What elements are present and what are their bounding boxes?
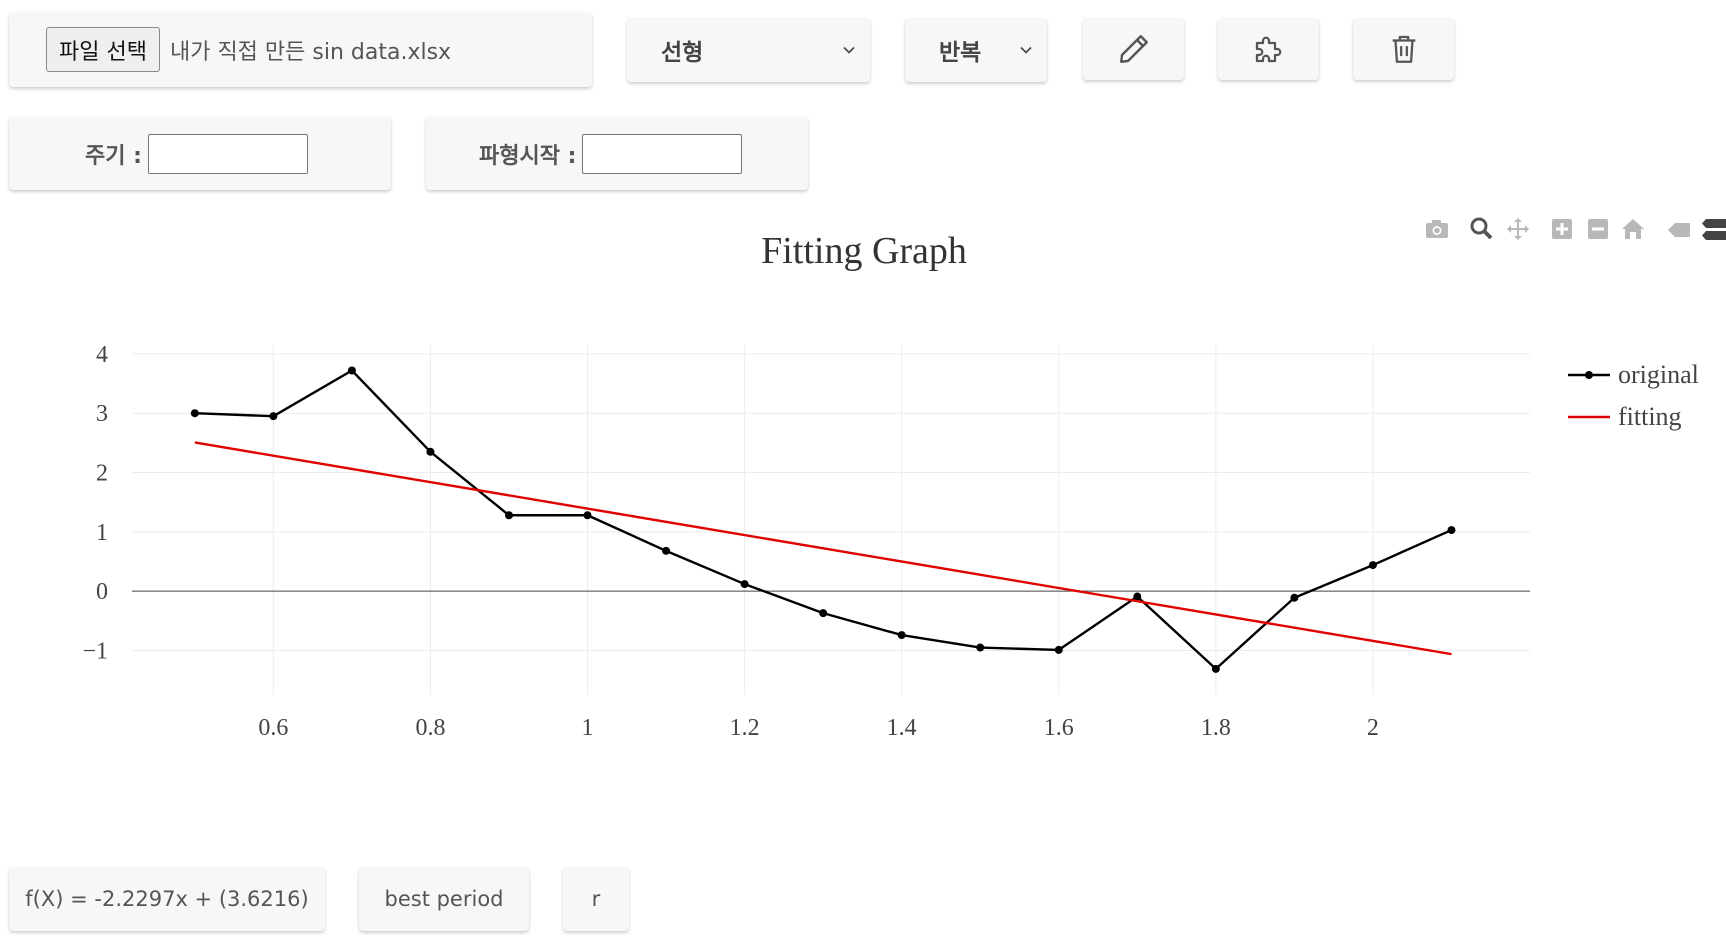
x-tick-label: 0.8 bbox=[415, 715, 445, 741]
period-label: 주기 : bbox=[85, 143, 142, 169]
chart-ticks: 0.6 0.8 1 1.2 1.4 1.6 1.8 2 −1 0 1 2 3 4 bbox=[82, 342, 1378, 741]
puzzle-icon bbox=[1255, 36, 1281, 63]
original-point bbox=[819, 609, 828, 618]
y-tick-label: 0 bbox=[96, 579, 108, 605]
fit-type-select[interactable]: 선형 bbox=[627, 18, 870, 82]
legend-label-fitting: fitting bbox=[1618, 402, 1682, 431]
original-point bbox=[347, 366, 356, 375]
original-point bbox=[1290, 593, 1299, 602]
original-point bbox=[504, 511, 513, 520]
fit-mode-select[interactable]: 반복 bbox=[905, 18, 1047, 82]
edit-button[interactable] bbox=[1083, 18, 1184, 80]
original-point bbox=[1368, 561, 1377, 570]
x-tick-label: 2 bbox=[1367, 715, 1379, 741]
chevron-down-icon bbox=[1020, 46, 1032, 54]
original-point bbox=[976, 643, 985, 652]
chart-legend: original fitting bbox=[1568, 360, 1699, 431]
original-point bbox=[1133, 592, 1142, 601]
x-tick-label: 1.6 bbox=[1044, 715, 1074, 741]
y-tick-label: 3 bbox=[96, 401, 108, 427]
original-point bbox=[662, 546, 671, 555]
pan-icon[interactable] bbox=[1507, 218, 1529, 240]
y-tick-label: 2 bbox=[96, 461, 108, 487]
fit-mode-value: 반복 bbox=[939, 40, 982, 66]
formula-text: f(X) = -2.2297x + (3.6216) bbox=[25, 887, 309, 911]
original-point bbox=[583, 511, 592, 520]
chevron-down-icon bbox=[843, 46, 855, 54]
x-tick-label: 1 bbox=[582, 715, 594, 741]
plugin-button[interactable] bbox=[1218, 18, 1319, 80]
period-field: 주기 : bbox=[9, 117, 391, 190]
file-select-button[interactable]: 파일 선택 bbox=[46, 27, 160, 72]
x-tick-label: 1.4 bbox=[887, 715, 917, 741]
chart-modebar bbox=[1426, 217, 1726, 240]
original-line bbox=[194, 369, 1452, 671]
period-input[interactable] bbox=[147, 133, 308, 174]
legend-label-original: original bbox=[1618, 360, 1699, 389]
original-point bbox=[1447, 526, 1456, 535]
chart-series bbox=[190, 366, 1456, 673]
fitting-line bbox=[194, 441, 1452, 656]
x-tick-label: 1.8 bbox=[1201, 715, 1231, 741]
chart-title: Fitting Graph bbox=[761, 230, 967, 272]
y-tick-label: −1 bbox=[82, 639, 108, 665]
file-picker: 파일 선택 내가 직접 만든 sin data.xlsx bbox=[9, 12, 592, 87]
wave-start-field: 파형시작 : bbox=[426, 117, 808, 190]
fit-type-value: 선형 bbox=[661, 40, 704, 66]
r-text: r bbox=[591, 887, 601, 911]
spike-icon[interactable] bbox=[1668, 223, 1690, 237]
zoom-icon[interactable] bbox=[1470, 217, 1493, 240]
y-tick-label: 4 bbox=[96, 342, 108, 368]
original-point bbox=[740, 580, 749, 589]
original-point bbox=[190, 409, 199, 418]
fitting-chart: Fitting Graph 0.6 0.8 1 1.2 1.4 1.6 1.8 2 −1 0 1 2 3… bbox=[82, 217, 1726, 741]
x-tick-label: 0.6 bbox=[258, 715, 288, 741]
chart-grid bbox=[132, 345, 1530, 695]
original-point bbox=[1054, 645, 1063, 654]
x-tick-label: 1.2 bbox=[730, 715, 760, 741]
best-period-text: best period bbox=[384, 887, 504, 911]
home-icon[interactable] bbox=[1622, 219, 1644, 239]
delete-button[interactable] bbox=[1353, 18, 1454, 80]
wave-start-label: 파형시작 : bbox=[479, 143, 577, 169]
pencil-icon bbox=[1119, 35, 1148, 63]
trash-icon bbox=[1392, 35, 1415, 63]
original-point bbox=[426, 447, 435, 456]
selected-file-name: 내가 직접 만든 sin data.xlsx bbox=[169, 39, 452, 65]
zoom-out-icon[interactable] bbox=[1588, 219, 1608, 239]
formula-result[interactable]: f(X) = -2.2297x + (3.6216) bbox=[9, 867, 325, 931]
r-result[interactable]: r bbox=[563, 867, 629, 931]
compare-icon[interactable] bbox=[1702, 219, 1726, 240]
y-tick-label: 1 bbox=[96, 520, 108, 546]
wave-start-input[interactable] bbox=[582, 133, 743, 174]
original-point bbox=[897, 631, 906, 640]
camera-icon[interactable] bbox=[1426, 220, 1448, 238]
zoom-in-icon[interactable] bbox=[1552, 219, 1572, 239]
original-point bbox=[1211, 664, 1220, 673]
best-period-result[interactable]: best period bbox=[359, 867, 529, 931]
legend-marker-original bbox=[1585, 371, 1593, 379]
original-point bbox=[269, 412, 278, 421]
